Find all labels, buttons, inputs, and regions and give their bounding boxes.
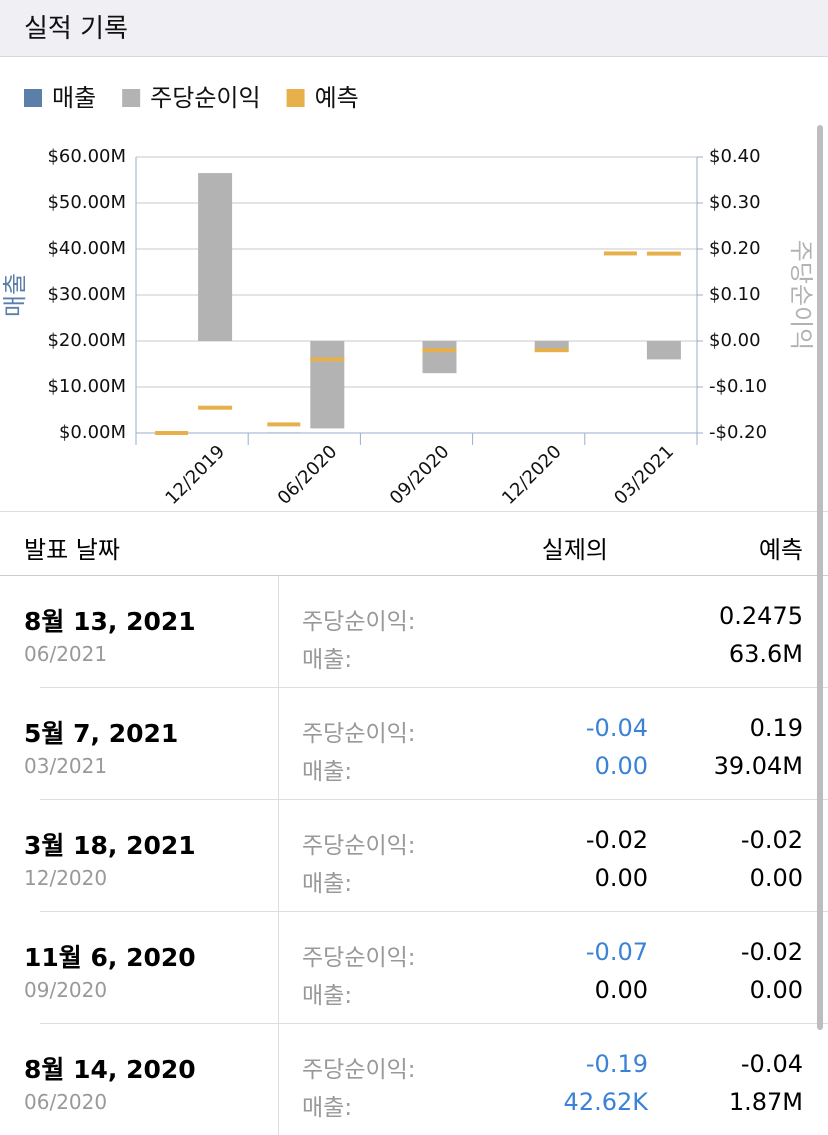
divider (278, 912, 279, 1023)
eps-forecast (310, 357, 344, 361)
row-label: 매출: (302, 1088, 352, 1122)
forecast-value: 0.00 (603, 864, 803, 892)
period: 12/2020 (24, 866, 107, 890)
row-label: 주당순이익: (302, 1050, 416, 1084)
y-tick-label: $10.00M (47, 376, 126, 397)
forecast-value: 1.87M (603, 1088, 803, 1116)
row-label: 주당순이익: (302, 714, 416, 748)
scrollbar (817, 125, 823, 1030)
forecast-value: -0.02 (603, 938, 803, 966)
header-cell: 발표 날짜 (24, 530, 120, 565)
period: 09/2020 (24, 978, 107, 1002)
forecast-value: 39.04M (603, 752, 803, 780)
earnings-table: 발표 날짜 실제의 예측 8월 13, 2021 06/2021 주당순이익: 0.2… (0, 511, 828, 1135)
forecast-value: 63.6M (603, 640, 803, 668)
x-tick-label: 03/2021 (610, 441, 678, 509)
forecast-value: -0.04 (603, 1050, 803, 1078)
period: 06/2021 (24, 642, 107, 666)
header-cell: 예측 (759, 530, 803, 565)
eps-forecast (535, 348, 569, 352)
x-tick-label: 06/2020 (274, 441, 342, 509)
report-date: 8월 13, 2021 (24, 602, 196, 638)
legend-label: 주당순이익 (150, 84, 260, 112)
divider (278, 576, 279, 687)
forecast-value: 0.2475 (603, 602, 803, 630)
report-date: 3월 18, 2021 (24, 826, 196, 862)
header-title: 실적 기록 (24, 8, 128, 45)
report-date: 11월 6, 2020 (24, 938, 196, 974)
legend-label: 예측 (315, 84, 359, 112)
row-label: 주당순이익: (302, 602, 416, 636)
row-label: 매출: (302, 752, 352, 786)
row-label: 매출: (302, 864, 352, 898)
header-cell: 실제의 (542, 530, 608, 565)
y2-tick-label: -$0.20 (709, 422, 767, 443)
x-tick-label: 09/2020 (386, 441, 454, 509)
y2-tick-label: $0.10 (709, 284, 761, 305)
y2-axis-title: 주당순이익 (787, 240, 815, 350)
y-tick-label: $30.00M (47, 284, 126, 305)
forecast-value: 0.00 (603, 976, 803, 1004)
y-tick-label: $40.00M (47, 238, 126, 259)
divider (278, 1024, 279, 1135)
eps-bar (647, 341, 681, 359)
x-tick-label: 12/2020 (498, 441, 566, 509)
y2-tick-label: $0.00 (709, 330, 761, 351)
revenue-forecast (604, 251, 637, 255)
row-label: 매출: (302, 976, 352, 1010)
period: 06/2020 (24, 1090, 107, 1114)
forecast-value: -0.02 (603, 826, 803, 854)
eps-bar (198, 173, 232, 341)
y-tick-label: $60.00M (47, 146, 126, 167)
header: 실적 기록 (0, 0, 828, 57)
period: 03/2021 (24, 754, 107, 778)
row-label: 주당순이익: (302, 938, 416, 972)
y-tick-label: $50.00M (47, 192, 126, 213)
legend-swatch (24, 89, 42, 107)
table-header: 발표 날짜 실제의 예측 (0, 512, 828, 576)
y2-tick-label: -$0.10 (709, 376, 767, 397)
eps-bar (310, 341, 344, 428)
eps-forecast (647, 252, 681, 256)
eps-forecast (423, 348, 457, 352)
forecast-value: 0.19 (603, 714, 803, 742)
eps-forecast (198, 406, 232, 410)
legend-swatch (287, 89, 305, 107)
row-label: 주당순이익: (302, 826, 416, 860)
x-tick-label: 12/2019 (161, 441, 229, 509)
legend-label: 매출 (52, 84, 96, 112)
legend-swatch (122, 89, 140, 107)
y-axis-title: 매출 (1, 273, 29, 317)
y2-tick-label: $0.30 (709, 192, 761, 213)
eps-bar (423, 341, 457, 373)
report-date: 8월 14, 2020 (24, 1050, 196, 1086)
report-date: 5월 7, 2021 (24, 714, 178, 750)
revenue-forecast (267, 422, 300, 426)
row-label: 매출: (302, 640, 352, 674)
divider (278, 688, 279, 799)
y2-tick-label: $0.20 (709, 238, 761, 259)
y2-tick-label: $0.40 (709, 146, 761, 167)
revenue-forecast (155, 431, 188, 435)
y-tick-label: $0.00M (59, 422, 126, 443)
divider (278, 800, 279, 911)
y-tick-label: $20.00M (47, 330, 126, 351)
